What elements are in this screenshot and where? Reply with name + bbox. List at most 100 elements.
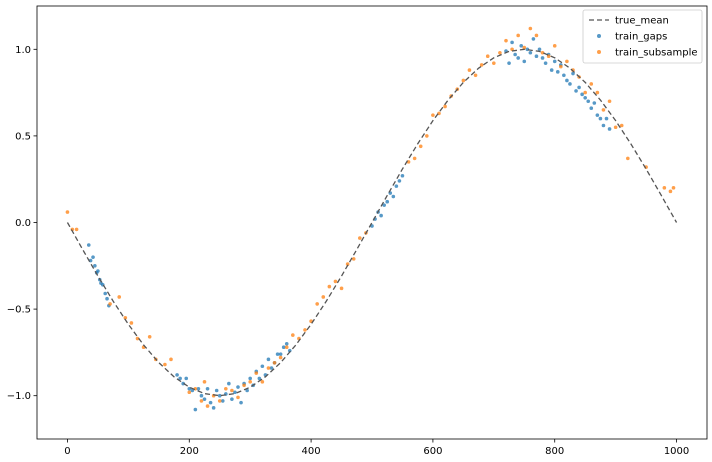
point-train-subsample — [266, 366, 271, 370]
point-train-subsample — [129, 321, 134, 325]
point-train-gaps — [583, 96, 587, 100]
x-tick-label: 800 — [545, 446, 564, 457]
point-train-subsample — [626, 156, 630, 161]
point-train-subsample — [333, 279, 338, 284]
point-train-subsample — [522, 45, 527, 50]
point-train-gaps — [510, 40, 514, 45]
point-train-gaps — [193, 407, 198, 412]
point-train-subsample — [351, 257, 356, 261]
point-train-gaps — [220, 399, 225, 403]
point-train-gaps — [245, 388, 249, 393]
point-train-subsample — [242, 383, 246, 388]
point-train-gaps — [202, 397, 207, 401]
point-train-subsample — [492, 61, 496, 65]
legend-label: train_gaps — [615, 32, 667, 43]
point-train-gaps — [562, 73, 566, 78]
point-train-subsample — [217, 399, 222, 403]
point-train-subsample — [534, 33, 539, 38]
y-tick-label: 1.0 — [15, 45, 31, 56]
point-train-gaps — [531, 37, 536, 41]
x-tick-label: 200 — [180, 446, 199, 457]
point-train-subsample — [425, 134, 429, 138]
point-train-gaps — [266, 357, 271, 362]
point-train-subsample — [461, 78, 466, 83]
point-train-subsample — [187, 390, 192, 395]
point-train-gaps — [205, 386, 210, 391]
point-train-gaps — [230, 397, 234, 401]
point-train-gaps — [103, 291, 108, 296]
point-train-subsample — [589, 82, 594, 86]
point-train-gaps — [105, 296, 109, 301]
point-train-gaps — [269, 366, 274, 370]
point-train-subsample — [358, 236, 362, 240]
point-train-gaps — [595, 113, 600, 117]
point-train-gaps — [211, 406, 216, 410]
point-train-gaps — [284, 341, 289, 346]
point-train-gaps — [214, 388, 219, 393]
point-train-subsample — [108, 302, 112, 306]
point-train-gaps — [379, 213, 383, 218]
point-train-subsample — [291, 333, 295, 337]
point-train-subsample — [443, 104, 447, 109]
point-train-gaps — [199, 393, 204, 398]
point-train-subsample — [467, 68, 472, 72]
point-train-gaps — [552, 59, 557, 64]
point-train-gaps — [394, 184, 399, 188]
point-train-gaps — [513, 52, 517, 57]
point-train-gaps — [257, 376, 262, 381]
point-train-subsample — [662, 186, 667, 190]
point-train-subsample — [205, 404, 210, 408]
point-train-gaps — [604, 116, 609, 121]
point-train-gaps — [577, 85, 581, 90]
point-train-gaps — [236, 385, 240, 389]
point-train-gaps — [382, 203, 386, 207]
point-train-subsample — [559, 64, 563, 69]
point-train-gaps — [549, 68, 554, 72]
point-train-gaps — [534, 54, 539, 59]
point-train-gaps — [592, 101, 597, 105]
point-train-gaps — [239, 400, 243, 405]
point-train-subsample — [272, 360, 277, 365]
point-train-subsample — [516, 33, 520, 38]
point-train-gaps — [589, 106, 594, 110]
point-train-gaps — [565, 78, 569, 83]
point-train-subsample — [327, 284, 332, 289]
point-train-subsample — [284, 345, 289, 350]
point-train-gaps — [175, 373, 179, 377]
point-train-subsample — [254, 371, 259, 375]
point-train-subsample — [619, 123, 624, 128]
point-train-gaps — [233, 390, 237, 395]
point-train-gaps — [208, 400, 213, 405]
point-train-gaps — [540, 56, 545, 60]
x-tick-label: 600 — [423, 446, 442, 457]
point-train-gaps — [391, 194, 396, 199]
point-train-gaps — [397, 179, 402, 183]
axes: 0 200 400 600 800 1000 −1.0 −0.5 0.0 0.5 1.0 — [7, 5, 708, 457]
point-train-gaps — [400, 173, 405, 178]
x-tick-label: 1000 — [664, 446, 689, 457]
point-train-subsample — [431, 113, 435, 117]
point-train-subsample — [202, 380, 207, 384]
point-train-gaps — [516, 56, 520, 60]
point-train-subsample — [278, 355, 283, 360]
point-train-subsample — [552, 44, 557, 48]
point-train-subsample — [74, 227, 79, 232]
point-train-subsample — [412, 156, 417, 161]
point-train-subsample — [260, 380, 265, 384]
point-train-gaps — [275, 352, 280, 356]
point-train-subsample — [485, 54, 490, 59]
point-train-subsample — [135, 336, 140, 341]
point-train-subsample — [169, 357, 173, 362]
point-train-subsample — [595, 90, 600, 95]
point-train-subsample — [613, 125, 618, 130]
legend-item-true-mean: true_mean — [589, 16, 669, 27]
series-true-mean-line — [66, 48, 678, 397]
y-tick-label: −1.0 — [7, 391, 31, 402]
point-train-subsample — [230, 388, 234, 393]
y-tick-label: −0.5 — [7, 305, 31, 316]
point-train-gaps — [281, 345, 286, 350]
point-train-subsample — [504, 38, 508, 43]
point-train-gaps — [528, 50, 533, 55]
legend-label: train_subsample — [615, 48, 698, 59]
